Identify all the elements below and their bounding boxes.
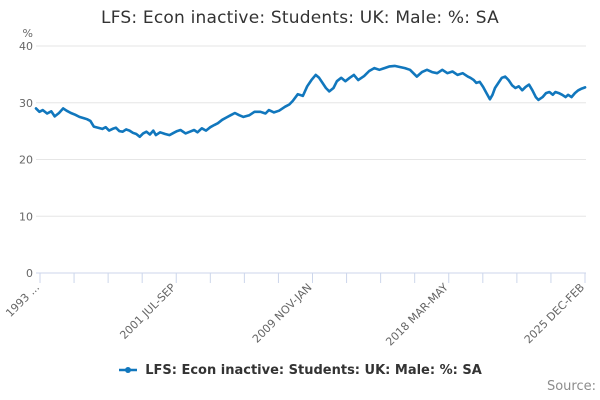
legend-label: LFS: Econ inactive: Students: UK: Male: … bbox=[145, 362, 482, 378]
x-axis-tick-label: 2018 MAR-MAY bbox=[383, 281, 451, 349]
y-axis-tick-label: 10 bbox=[19, 210, 33, 223]
x-axis-tick-label: 1993 ... bbox=[3, 281, 42, 320]
y-axis-labels-group: 0 10 20 30 40 bbox=[19, 40, 33, 280]
x-axis-tick-label: 2009 NOV-JAN bbox=[250, 281, 315, 346]
x-axis-group: 1993 ... 2001 JUL-SEP 2009 NOV-JAN 2018 MAR… bbox=[3, 272, 587, 349]
source-label: Source: bbox=[546, 379, 596, 394]
series-group bbox=[34, 64, 587, 139]
x-axis-tick-label: 2025 DEC-FEB bbox=[522, 281, 587, 346]
legend-line-dot-icon bbox=[119, 367, 138, 373]
y-axis-tick-label: 20 bbox=[19, 154, 33, 167]
series-line[interactable] bbox=[34, 64, 587, 139]
y-axis-unit-label: % bbox=[23, 27, 33, 40]
x-axis-tick-label: 2001 JUL-SEP bbox=[117, 281, 178, 342]
legend-item[interactable]: LFS: Econ inactive: Students: UK: Male: … bbox=[0, 359, 600, 381]
plot-area: % 0 10 20 30 40 1993 ... 2001 JUL-SEP 2009 NOV… bbox=[3, 27, 587, 349]
chart-title: LFS: Econ inactive: Students: UK: Male: … bbox=[101, 8, 499, 28]
y-axis-tick-label: 40 bbox=[19, 40, 33, 53]
y-axis-tick-label: 30 bbox=[19, 97, 33, 110]
y-axis-tick-label: 0 bbox=[26, 267, 33, 280]
